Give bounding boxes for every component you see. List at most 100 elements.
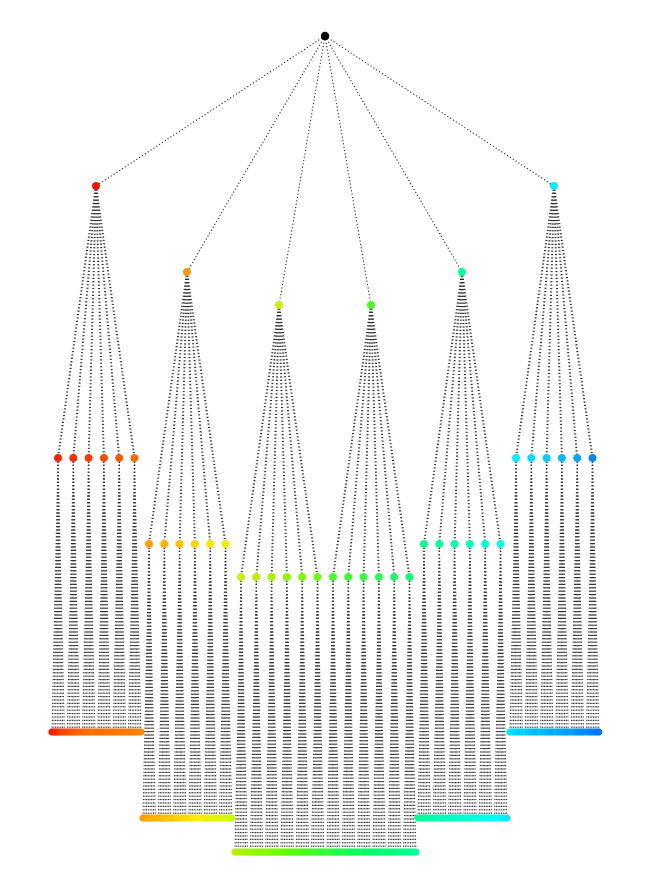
edge-leaf-b6-1-7 (515, 457, 523, 733)
edge-leaf-b5-3-5 (454, 543, 458, 819)
edge-leaf-b2-1-5 (148, 543, 153, 819)
edge-leaf-b2-3-0 (173, 543, 181, 819)
edge-leaf-b1-4-0 (97, 457, 105, 733)
edge-leaf-b1-4-7 (103, 457, 111, 733)
edge-leaf-b6-3-1 (541, 457, 548, 733)
edge-leaf-b1-6-3 (133, 457, 136, 733)
child-node-b6-2 (527, 454, 536, 462)
child-node-b3-4 (282, 573, 291, 581)
edge-branch-b6-1 (515, 185, 555, 459)
edge-leaf-b2-2-4 (163, 543, 166, 819)
edge-leaf-b5-6-1 (495, 543, 502, 819)
edge-leaf-b1-3-7 (88, 457, 96, 733)
edge-branch-b6-3 (545, 185, 555, 459)
edge-leaf-b5-4-1 (465, 543, 471, 819)
edge-leaf-b2-6-3 (224, 543, 227, 819)
edge-leaf-b6-5-5 (576, 457, 581, 733)
edge-leaf-b1-3-3 (87, 457, 90, 733)
edge-branch-b3-5 (278, 304, 303, 578)
edge-leaf-b5-4-7 (469, 543, 477, 819)
child-node-b6-1 (512, 454, 520, 462)
child-node-b1-5 (115, 454, 124, 462)
edge-leaf-b1-3-0 (82, 457, 90, 733)
branch-node-b4 (367, 301, 375, 309)
edge-leaf-b5-5-1 (480, 543, 486, 819)
edge-branch-b4-6 (370, 304, 410, 578)
edge-branch-b3-1 (240, 304, 280, 578)
edge-branch-b4-3 (362, 304, 372, 578)
edge-branch-b3-3 (270, 304, 280, 578)
edge-branch-b2-3 (178, 271, 188, 545)
edge-leaf-b6-1-4 (515, 457, 518, 733)
edge-leaf-b2-4-6 (194, 543, 201, 819)
edge-leaf-b1-3-2 (85, 457, 90, 733)
edge-leaf-b5-5-6 (484, 543, 491, 819)
leaf-node-b4-6-7 (412, 848, 420, 856)
edge-branch-b2-1 (148, 271, 188, 545)
edge-leaf-b5-6-2 (497, 543, 502, 819)
child-node-b6-5 (573, 454, 582, 462)
edge-leaf-b6-6-1 (587, 457, 594, 733)
edge-branch-b2-6 (186, 271, 227, 545)
edge-leaf-b1-6-7 (133, 457, 142, 733)
edge-leaf-b2-6-0 (218, 543, 227, 819)
edge-leaf-b4-3-7 (363, 576, 371, 853)
edge-branch-b4-4 (370, 304, 379, 578)
branch-node-b3 (275, 301, 283, 309)
edge-branch-b4-1 (332, 304, 372, 578)
edge-leaf-b2-1-6 (148, 543, 155, 819)
edge-leaf-b5-5-5 (484, 543, 489, 819)
edge-branch-b5-3 (453, 271, 463, 545)
child-node-b2-6 (221, 540, 230, 548)
edge-branch-b5-3 (454, 271, 463, 545)
edge-leaf-b1-2-4 (72, 457, 75, 733)
leaf-node-b1-6-7 (137, 728, 145, 736)
edge-leaf-b1-5-4 (118, 457, 121, 733)
edge-leaf-b1-2-0 (66, 457, 74, 733)
child-node-b2-3 (175, 540, 184, 548)
edge-leaf-b6-5-2 (574, 457, 578, 733)
edge-leaf-b4-4-7 (378, 576, 386, 853)
edge-branch-b4-2 (347, 304, 372, 578)
edge-leaf-b6-3-4 (546, 457, 549, 733)
edge-branch-b4-2 (348, 304, 372, 578)
edge-leaf-b6-2-5 (530, 457, 535, 733)
branch-node-b6 (550, 182, 558, 190)
edge-branch-b2-5 (186, 271, 212, 545)
edge-leaf-b4-6-7 (408, 576, 417, 853)
edge-leaf-b5-2-7 (438, 543, 447, 819)
edge-leaf-b6-2-7 (530, 457, 539, 733)
edge-leaf-b5-1-6 (423, 543, 430, 819)
edge-leaf-b1-1-6 (57, 457, 64, 733)
edge-branch-b2-4 (186, 271, 196, 545)
edge-leaf-b5-4-4 (469, 543, 472, 819)
edge-branch-b3-1 (240, 304, 280, 578)
edge-leaf-b6-6-7 (591, 457, 600, 733)
edge-leaf-b5-3-2 (451, 543, 456, 819)
edge-leaf-b1-5-5 (118, 457, 123, 733)
child-node-b1-3 (84, 454, 93, 462)
edge-leaf-b2-4-3 (193, 543, 196, 819)
edge-leaf-b1-3-1 (83, 457, 90, 733)
edge-branch-b5-2 (438, 271, 463, 545)
edge-leaf-b6-4-7 (561, 457, 569, 733)
edge-leaf-b6-6-2 (589, 457, 594, 733)
edge-leaf-b5-4-0 (463, 543, 471, 819)
edge-root-b6 (324, 35, 555, 187)
edge-branch-b1-6 (95, 185, 135, 459)
edge-branch-b6-4 (553, 185, 562, 459)
child-node-b1-6 (130, 454, 139, 462)
child-node-b1-1 (54, 454, 62, 462)
edge-branch-b5-1 (423, 271, 463, 545)
edge-leaf-b6-4-6 (561, 457, 568, 733)
edge-leaf-b2-5-6 (209, 543, 216, 819)
edge-root-b1 (95, 35, 326, 187)
edge-leaf-b6-4-4 (561, 457, 564, 733)
leaf-node-b5-6-7 (503, 814, 511, 822)
branch-node-b1 (92, 182, 100, 190)
edge-leaf-b2-1-7 (148, 543, 156, 819)
child-node-b5-5 (481, 540, 490, 548)
edge-leaf-b6-4-0 (555, 457, 563, 733)
edge-leaf-b2-5-5 (209, 543, 214, 819)
edge-leaf-b3-4-7 (286, 576, 294, 853)
